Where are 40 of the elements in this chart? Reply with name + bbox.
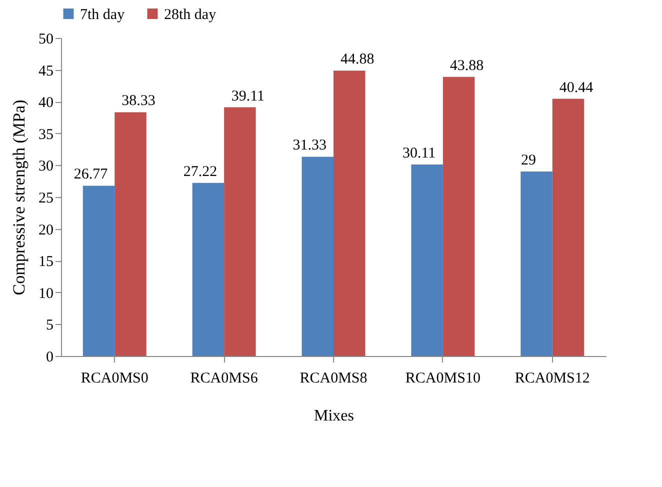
bar <box>552 98 584 356</box>
y-tick-label: 30 <box>38 158 54 175</box>
y-tick-label: 10 <box>38 286 54 302</box>
y-axis-title: Compressive strength (MPa) <box>10 100 28 296</box>
data-label: 30.11 <box>402 146 436 162</box>
data-label: 29 <box>521 152 536 169</box>
data-label: 39.11 <box>231 88 265 104</box>
x-tick-label: RCA0MS0 <box>80 370 148 386</box>
bar <box>411 164 443 356</box>
legend-label: 7th day <box>80 6 126 23</box>
y-tick-label: 15 <box>38 254 54 270</box>
x-tick-label: RCA0MS6 <box>190 370 258 386</box>
data-label: 38.33 <box>122 93 156 110</box>
bar <box>114 112 146 356</box>
y-tick-label: 50 <box>38 32 54 48</box>
y-tick-label: 5 <box>46 318 54 334</box>
data-label: 44.88 <box>340 52 374 68</box>
legend-label: 28th day <box>164 6 217 23</box>
data-label: 31.33 <box>292 138 327 154</box>
data-label: 43.88 <box>450 58 484 74</box>
bar <box>82 186 115 356</box>
y-tick-label: 20 <box>38 222 54 238</box>
y-tick-label: 40 <box>38 95 54 112</box>
bar <box>442 76 475 356</box>
bar <box>302 156 334 356</box>
x-tick-label: RCA0MS10 <box>405 370 480 386</box>
y-tick-label: 45 <box>38 63 54 80</box>
x-tick-label: RCA0MS8 <box>300 370 368 386</box>
x-axis-title: Mixes <box>314 408 354 424</box>
x-tick-label: RCA0MS12 <box>514 370 590 386</box>
y-tick-label: 25 <box>38 190 54 206</box>
bar <box>224 107 256 356</box>
bar <box>520 172 552 356</box>
y-tick-label: 35 <box>38 126 54 143</box>
data-label: 40.44 <box>559 80 594 96</box>
bar <box>334 70 366 356</box>
data-label: 27.22 <box>183 164 218 180</box>
y-tick-label: 0 <box>46 350 54 366</box>
data-label: 26.77 <box>74 166 108 183</box>
bar <box>192 182 224 356</box>
